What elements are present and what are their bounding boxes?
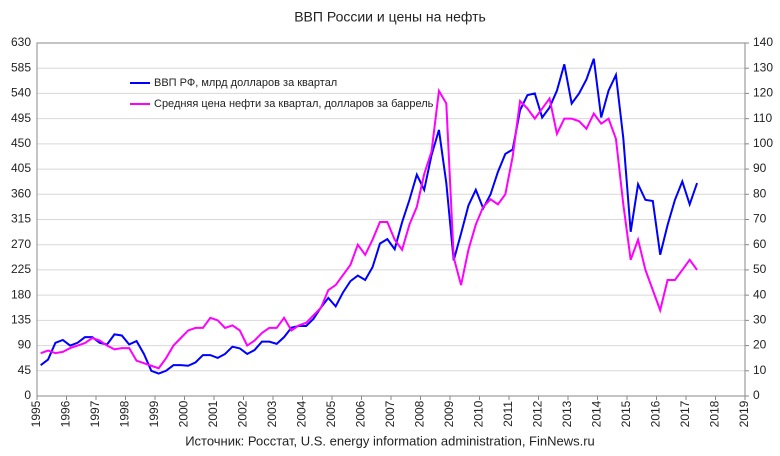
y-tick-label: 45 <box>18 363 32 377</box>
x-tick-label: 2006 <box>354 400 368 427</box>
x-tick-label: 2014 <box>590 400 604 427</box>
legend-label: ВВП РФ, млрд долларов за квартал <box>154 77 337 89</box>
x-tick-label: 2001 <box>206 400 220 427</box>
y-tick-label: 540 <box>11 86 31 100</box>
y2-tick-label: 140 <box>753 35 773 49</box>
x-tick-label: 2007 <box>383 400 397 427</box>
series-line <box>40 87 698 370</box>
y-tick-label: 225 <box>11 262 31 276</box>
x-tick-label: 1999 <box>147 400 161 427</box>
x-tick-label: 2017 <box>678 400 692 427</box>
plot-frame <box>36 42 746 397</box>
y2-tick-label: 0 <box>753 388 760 402</box>
x-tick-label: 2005 <box>324 400 338 427</box>
x-tick-label: 2013 <box>560 400 574 427</box>
x-tick-label: 2016 <box>649 400 663 427</box>
x-tick-label: 2002 <box>236 400 250 427</box>
y-tick-label: 0 <box>24 388 31 402</box>
x-tick-label: 2000 <box>177 400 191 427</box>
y-tick-label: 360 <box>11 186 31 200</box>
y-tick-label: 135 <box>11 313 31 327</box>
x-tick-label: 2003 <box>265 400 279 427</box>
y2-tick-label: 30 <box>753 313 767 327</box>
x-tick-label: 1998 <box>118 400 132 427</box>
y2-tick-label: 60 <box>753 237 767 251</box>
x-tick-label: 1995 <box>29 400 43 427</box>
y-tick-label: 585 <box>11 60 31 74</box>
y2-tick-label: 100 <box>753 136 773 150</box>
x-tick-label: 2012 <box>531 400 545 427</box>
x-tick-label: 2004 <box>295 400 309 427</box>
series-line <box>40 58 699 375</box>
chart-title: ВВП России и цены на нефть <box>294 9 486 25</box>
x-tick-label: 2018 <box>708 400 722 427</box>
y-tick-label: 450 <box>11 136 31 150</box>
x-tick-label: 2010 <box>472 400 486 427</box>
y-tick-label: 405 <box>11 161 31 175</box>
y2-tick-label: 90 <box>753 161 767 175</box>
x-tick-label: 2019 <box>737 400 751 427</box>
y2-tick-label: 70 <box>753 212 767 226</box>
x-tick-label: 2015 <box>619 400 633 427</box>
y2-tick-label: 80 <box>753 186 767 200</box>
x-tick-label: 2009 <box>442 400 456 427</box>
y-tick-label: 495 <box>11 111 31 125</box>
y-tick-label: 630 <box>11 35 31 49</box>
x-tick-label: 2011 <box>501 401 515 427</box>
y2-tick-label: 20 <box>753 338 767 352</box>
y2-tick-label: 110 <box>753 111 772 125</box>
y2-tick-label: 130 <box>753 60 773 74</box>
y-tick-label: 315 <box>11 212 31 226</box>
x-tick-label: 1996 <box>59 400 73 427</box>
y2-tick-label: 50 <box>753 262 767 276</box>
y2-tick-label: 10 <box>753 363 767 377</box>
y-tick-label: 180 <box>11 287 31 301</box>
y2-tick-label: 40 <box>753 287 767 301</box>
y-tick-label: 90 <box>18 338 32 352</box>
source-note: Источник: Росстат, U.S. energy informati… <box>185 433 595 448</box>
x-tick-label: 1997 <box>88 400 102 427</box>
y-tick-label: 270 <box>11 237 31 251</box>
y2-tick-label: 120 <box>753 86 773 100</box>
legend-label: Средняя цена нефти за квартал, долларов … <box>154 98 434 110</box>
x-tick-label: 2008 <box>413 400 427 427</box>
